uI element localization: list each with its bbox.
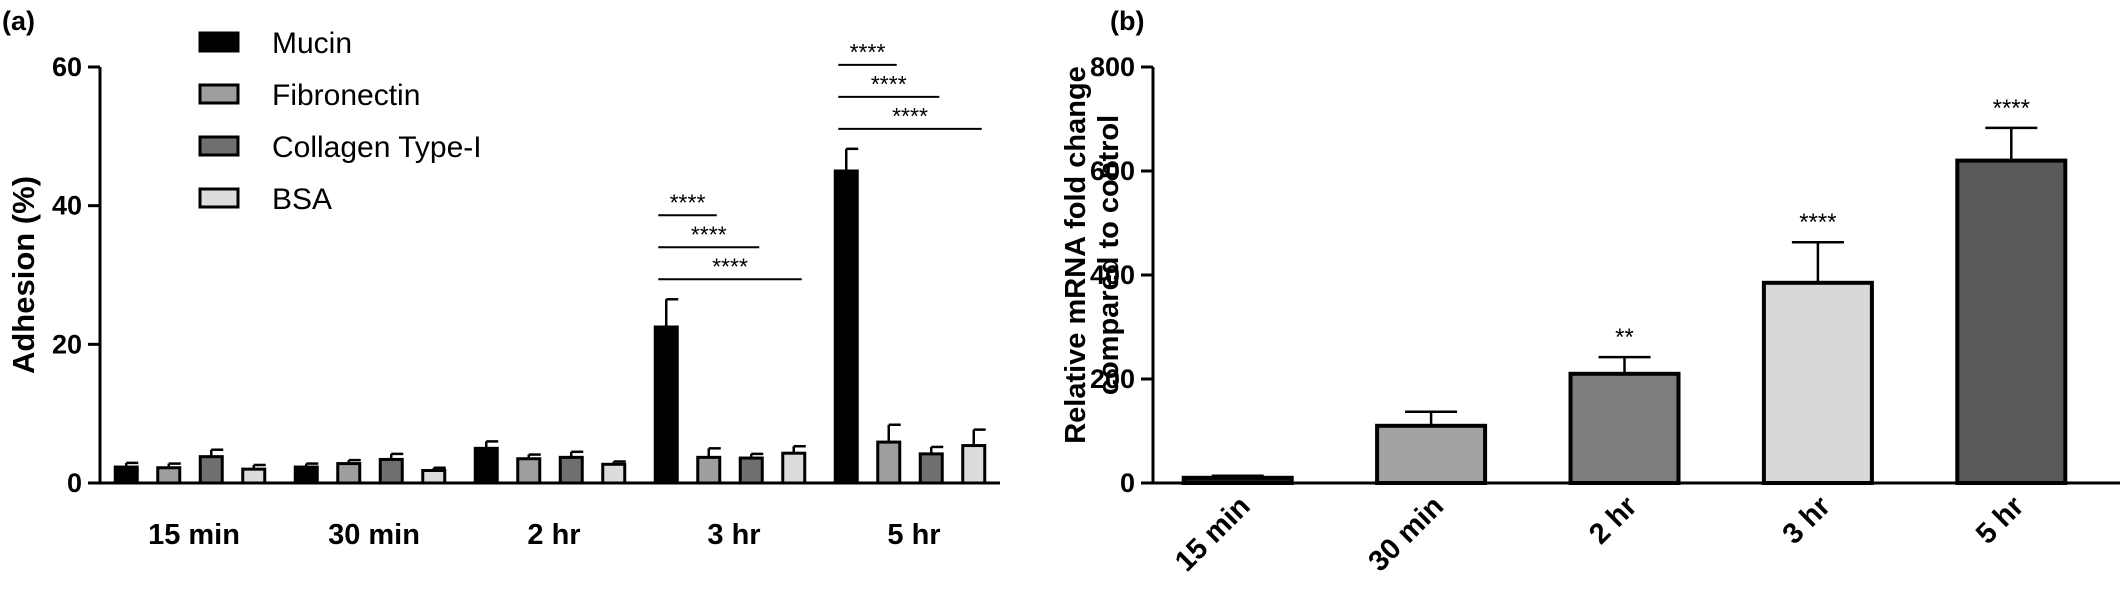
significance-label: **** — [871, 71, 907, 97]
significance-label: **** — [1993, 95, 2030, 122]
significance-label: **** — [1799, 209, 1836, 236]
bar-bsa-5-hr — [961, 444, 987, 485]
x-tick-label: 30 min — [328, 519, 420, 551]
bar-3-hr — [1761, 280, 1874, 485]
y-axis-label-line-2: compared to control — [1093, 115, 1125, 395]
legend-swatch-mucin — [198, 31, 240, 53]
bar-mucin-2-hr — [473, 446, 499, 485]
x-tick-label: 15 min — [148, 519, 240, 551]
bar-bsa-30-min — [421, 469, 447, 485]
y-tick-label: 800 — [1090, 52, 1135, 82]
x-tick-label: 5 hr — [887, 519, 940, 551]
bar-bsa-3-hr — [781, 451, 807, 485]
y-tick-label: 0 — [1120, 468, 1135, 498]
y-axis-label: Adhesion (%) — [6, 176, 41, 374]
y-tick-label: 20 — [52, 329, 82, 359]
legend-label-fibronectin: Fibronectin — [272, 79, 420, 112]
significance-label: **** — [691, 221, 727, 247]
x-tick-label: 3 hr — [1777, 490, 1837, 550]
significance-label: ** — [1615, 324, 1634, 351]
significance-label: **** — [850, 39, 886, 65]
bar-fibronectin-15-min — [156, 466, 182, 485]
y-tick-label: 600 — [1090, 156, 1135, 186]
bar-mucin-5-hr — [833, 169, 859, 485]
bar-mucin-30-min — [293, 465, 319, 485]
legend-label-bsa: BSA — [272, 183, 332, 216]
x-tick-label: 2 hr — [1583, 490, 1643, 550]
legend-swatch-bsa — [198, 187, 240, 209]
bar-2-hr — [1568, 371, 1681, 485]
bar-fibronectin-30-min — [336, 462, 362, 485]
bar-fibronectin-2-hr — [516, 457, 542, 485]
x-tick-label: 30 min — [1362, 490, 1450, 578]
x-tick-label: 2 hr — [527, 519, 580, 551]
bar-bsa-2-hr — [601, 462, 627, 485]
bar-collagen-type-i-5-hr — [918, 452, 944, 485]
x-tick-label: 5 hr — [1970, 490, 2030, 550]
bar-mucin-3-hr — [653, 325, 679, 485]
y-tick-label: 40 — [52, 191, 82, 221]
significance-label: **** — [670, 189, 706, 215]
legend-swatch-collagen-type-i — [198, 135, 240, 157]
legend-swatch-fibronectin — [198, 83, 240, 105]
bar-bsa-15-min — [241, 467, 267, 485]
panel-a-label: (a) — [2, 6, 35, 36]
bar-mucin-15-min — [113, 465, 139, 485]
chart-a-adhesion: 0 20 40 60 Adhesion (%) 15 min 30 min 2 hr 3 hr 5… — [6, 27, 1000, 551]
y-tick-label: 0 — [67, 468, 82, 498]
bar-collagen-type-i-3-hr — [738, 456, 764, 485]
bar-30-min — [1375, 423, 1488, 485]
bar-fibronectin-5-hr — [876, 440, 902, 485]
y-tick-label: 60 — [52, 52, 82, 82]
y-tick-label: 200 — [1090, 364, 1135, 394]
y-tick-label: 400 — [1090, 260, 1135, 290]
bar-collagen-type-i-15-min — [198, 455, 224, 485]
legend-label-mucin: Mucin — [272, 27, 352, 60]
significance-label: **** — [892, 103, 928, 129]
bar-collagen-type-i-2-hr — [558, 455, 584, 485]
x-tick-label: 3 hr — [707, 519, 760, 551]
significance-label: **** — [712, 253, 748, 279]
bar-collagen-type-i-30-min — [378, 457, 404, 485]
legend-label-collagen-type-i: Collagen Type-I — [272, 131, 482, 164]
bar-5-hr — [1955, 158, 2068, 485]
panel-b-label: (b) — [1110, 6, 1144, 36]
x-tick-label: 15 min — [1169, 490, 1257, 578]
bar-fibronectin-3-hr — [696, 455, 722, 485]
bar-15-min — [1181, 475, 1294, 485]
y-axis-label-line-1: Relative mRNA fold change — [1060, 66, 1092, 444]
